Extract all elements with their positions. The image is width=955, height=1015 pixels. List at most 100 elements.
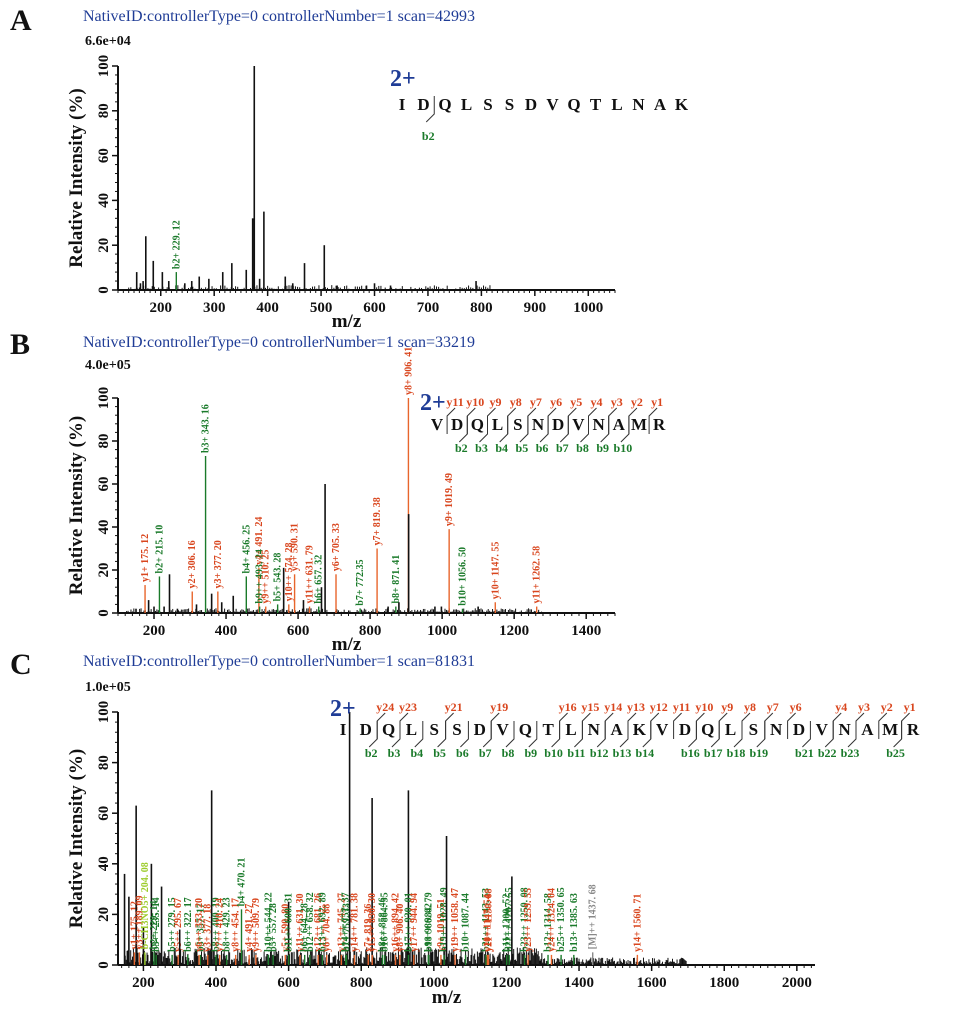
b-ion-label: b3 xyxy=(388,746,401,760)
b-cleavage-mark xyxy=(505,721,515,748)
x-tick-label: 400 xyxy=(215,623,238,639)
charge-state: 2+ xyxy=(420,390,446,416)
amino-acid: N xyxy=(532,415,545,434)
peak-label: y13++ 745. 27 xyxy=(336,893,347,952)
peak-label: b13++ 692. 89 xyxy=(317,892,328,951)
peak-label: y7+ 819. 36 xyxy=(363,904,374,952)
y-ion-label: y3 xyxy=(611,395,623,409)
peak-label: y14+ 1560. 71 xyxy=(632,894,643,952)
y-cleavage-mark xyxy=(588,407,597,434)
y-cleavage-mark xyxy=(507,407,517,434)
peak-label: b13+ 1385. 63 xyxy=(569,893,580,952)
amino-acid: L xyxy=(725,720,736,739)
b-ion-label: b5 xyxy=(433,746,446,760)
peak-label: y8+ 906. 41 xyxy=(403,347,414,395)
b-ion-label: b19 xyxy=(749,746,768,760)
amino-acid: Q xyxy=(519,720,532,739)
b-ion-label: b6 xyxy=(536,441,549,455)
peak-label: y9+ 1019. 49 xyxy=(444,473,455,526)
y-tick-label: 40 xyxy=(96,520,112,535)
peak-label: b5++ 279. 15 xyxy=(167,897,178,951)
x-tick-label: 1000 xyxy=(427,623,457,639)
peak-label: b2+ 229. 14 xyxy=(149,901,160,950)
y-cleavage-mark xyxy=(547,407,557,434)
y-ion-label: y2 xyxy=(881,700,893,714)
peak-label: y23++ 1259. 55 xyxy=(523,888,534,952)
b-ion-label: b6 xyxy=(456,746,469,760)
peak-label: b7+ 759. 33 xyxy=(341,903,352,952)
peak-label: b10+ 1056. 50 xyxy=(457,547,468,606)
y-cleavage-mark xyxy=(399,712,409,739)
x-tick-label: 1800 xyxy=(709,975,739,991)
peak-label: y10+ 1147. 54 xyxy=(482,894,493,952)
amino-acid: Q xyxy=(567,95,580,114)
peak-label: b5+ 557. 28 xyxy=(268,903,279,952)
y-ion-label: y4 xyxy=(591,395,603,409)
amino-acid: A xyxy=(861,720,874,739)
y-cleavage-mark xyxy=(628,407,638,434)
y-cleavage-mark xyxy=(878,712,888,739)
y-ion-label: y19 xyxy=(490,700,508,714)
peak-label: b3+ 343. 16 xyxy=(201,404,212,453)
amino-acid: Q xyxy=(471,415,484,434)
b-ion-label: b25 xyxy=(886,746,905,760)
y-cleavage-mark xyxy=(527,407,537,434)
peak-label: y8++ 454. 17 xyxy=(231,898,242,952)
amino-acid: T xyxy=(590,95,602,114)
y-ion-label: y10 xyxy=(466,395,484,409)
x-tick-label: 600 xyxy=(363,300,386,316)
b-ion-label: b9 xyxy=(596,441,609,455)
y-cleavage-mark xyxy=(832,712,842,739)
amino-acid: L xyxy=(611,95,622,114)
y-cleavage-mark xyxy=(604,712,614,739)
b-cleavage-mark xyxy=(414,721,424,748)
panel-b: B NativeID:controllerType=0 controllerNu… xyxy=(10,328,666,655)
y-tick-label: 60 xyxy=(96,477,112,492)
b-ion-label: b8 xyxy=(576,441,589,455)
scale-label: 1.0e+05 xyxy=(85,680,131,695)
amino-acid: S xyxy=(429,720,438,739)
peak-label: b3++ 235. 14 xyxy=(151,897,162,951)
peak-label: y12++ 681. 26 xyxy=(313,893,324,952)
b-ion-label: b4 xyxy=(410,746,423,760)
y-tick-label: 20 xyxy=(96,907,112,922)
y-cleavage-mark xyxy=(487,407,496,434)
peak-label: y11++ 631. 79 xyxy=(305,545,316,603)
peak-label: y15++ 830. 30 xyxy=(367,893,378,952)
y-cleavage-mark xyxy=(764,712,774,739)
y-ion-label: y24 xyxy=(376,700,394,714)
x-tick-label: 500 xyxy=(310,300,333,316)
y-ion-label: y6 xyxy=(790,700,802,714)
panel-letter: C xyxy=(10,648,32,681)
peak-label: b6+ 644. 28 xyxy=(300,903,311,952)
peak-label: b6+ 657. 32 xyxy=(314,555,325,604)
amino-acid: V xyxy=(546,95,559,114)
peak-label: b6++ 322. 17 xyxy=(183,897,194,951)
amino-acid: V xyxy=(572,415,585,434)
b-ion-label: b4 xyxy=(495,441,508,455)
b-ion-label: b14 xyxy=(635,746,654,760)
x-tick-label: 2000 xyxy=(782,975,812,991)
peak-label: b4+ 470. 21 xyxy=(237,858,248,907)
y-ion-label: y11 xyxy=(673,700,690,714)
amino-acid: S xyxy=(513,415,522,434)
amino-acid: N xyxy=(592,415,605,434)
x-tick-label: 1200 xyxy=(499,623,529,639)
peak-label: b10+ 1087. 44 xyxy=(461,893,472,952)
y-tick-label: 20 xyxy=(96,238,112,253)
y-tick-label: 100 xyxy=(96,387,112,410)
peak-label: y6+ 705. 33 xyxy=(331,523,342,571)
amino-acid: S xyxy=(505,95,514,114)
peak-label: b2+ 229. 12 xyxy=(171,220,182,269)
peak-label: b12+ 1314. 58 xyxy=(543,893,554,952)
y-ion-label: y15 xyxy=(581,700,599,714)
peak-label: y7++ 410. 24 xyxy=(215,898,226,952)
scan-id: NativeID:controllerType=0 controllerNumb… xyxy=(83,653,476,670)
peak-label: y9+ 1019. 51 xyxy=(436,899,447,952)
peak-label: b23++ 1250. 08 xyxy=(520,887,531,951)
amino-acid: D xyxy=(552,415,564,434)
x-tick-label: 200 xyxy=(132,975,155,991)
b-ion-label: b7 xyxy=(556,441,569,455)
amino-acid: Q xyxy=(382,720,395,739)
panel-letter: B xyxy=(10,328,31,361)
